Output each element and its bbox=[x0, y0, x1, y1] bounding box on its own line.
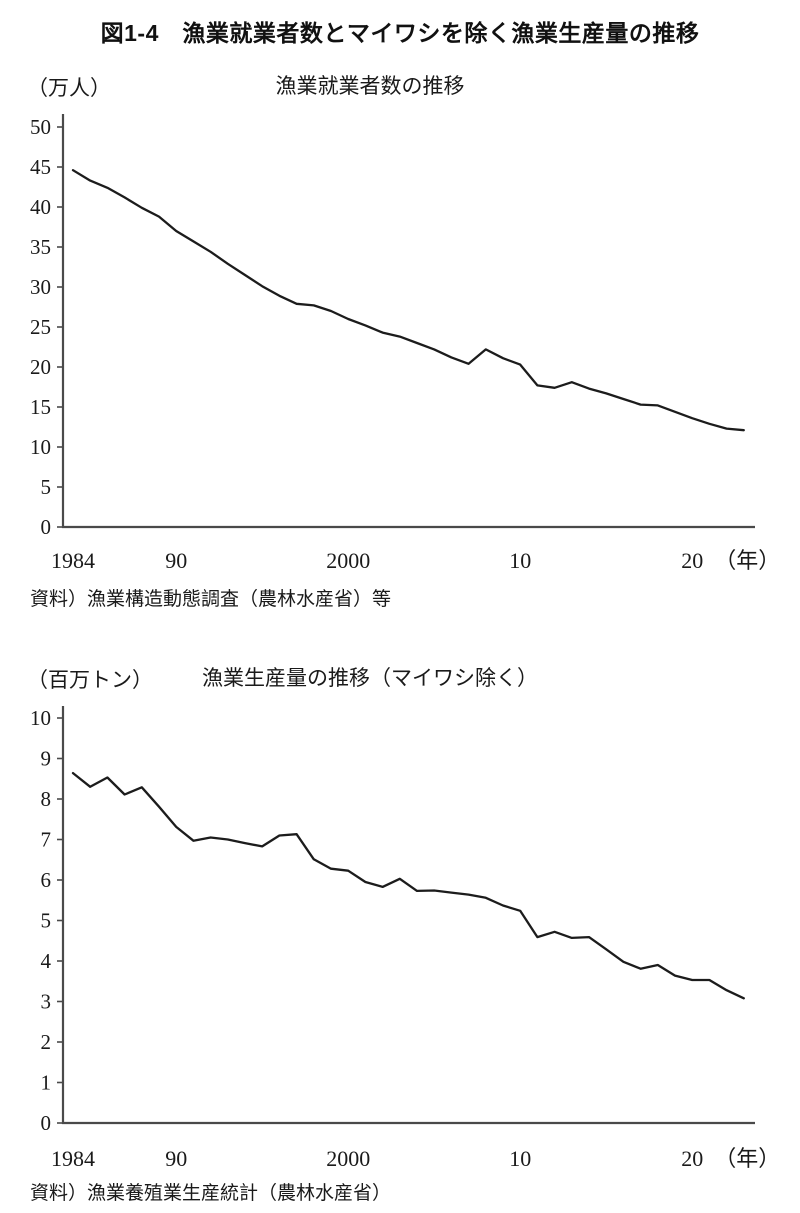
figure-title: 図1-4 漁業就業者数とマイワシを除く漁業生産量の推移 bbox=[100, 20, 700, 46]
x-tick-label-fishery-production-excl-sardine: 2000 bbox=[326, 1146, 370, 1171]
y-tick-label-fishery-production-excl-sardine: 6 bbox=[41, 868, 52, 892]
x-tick-label-fishery-workers: 1984 bbox=[51, 548, 95, 573]
y-tick-label-fishery-production-excl-sardine: 7 bbox=[41, 828, 52, 852]
y-tick-label-fishery-workers: 15 bbox=[30, 395, 51, 419]
y-axis-unit-label-workers: （万人） bbox=[27, 76, 111, 100]
y-tick-label-fishery-workers: 5 bbox=[41, 475, 52, 499]
y-tick-label-fishery-production-excl-sardine: 9 bbox=[41, 747, 52, 771]
y-tick-label-fishery-production-excl-sardine: 5 bbox=[41, 909, 52, 933]
axis-fishery-production-excl-sardine bbox=[61, 706, 755, 1125]
y-tick-label-fishery-production-excl-sardine: 2 bbox=[41, 1030, 52, 1054]
y-tick-label-fishery-workers: 35 bbox=[30, 235, 51, 259]
y-tick-label-fishery-production-excl-sardine: 1 bbox=[41, 1071, 52, 1095]
y-tick-label-fishery-production-excl-sardine: 4 bbox=[41, 949, 52, 973]
y-tick-label-fishery-production-excl-sardine: 0 bbox=[41, 1111, 52, 1135]
y-tick-label-fishery-workers: 50 bbox=[30, 115, 51, 139]
source-note-workers: 資料）漁業構造動態調査（農林水産省）等 bbox=[30, 589, 392, 610]
data-line-fishery-production-excl-sardine bbox=[71, 771, 745, 1000]
y-tick-label-fishery-workers: 40 bbox=[30, 195, 51, 219]
y-tick-label-fishery-production-excl-sardine: 10 bbox=[30, 706, 51, 730]
chart-title-production: 漁業生産量の推移（マイワシ除く） bbox=[202, 666, 538, 690]
y-tick-label-fishery-workers: 30 bbox=[30, 275, 51, 299]
x-tick-label-fishery-production-excl-sardine: 20 bbox=[681, 1146, 703, 1171]
x-tick-label-fishery-workers: 20 bbox=[681, 548, 703, 573]
axis-fishery-workers bbox=[61, 114, 755, 529]
x-tick-label-fishery-workers: 2000 bbox=[326, 548, 370, 573]
x-axis-year-suffix-fishery-production-excl-sardine: （年） bbox=[714, 1146, 780, 1171]
source-note-production: 資料）漁業養殖業生産統計（農林水産省） bbox=[30, 1183, 392, 1204]
data-line-fishery-workers bbox=[71, 169, 745, 432]
y-tick-label-fishery-workers: 25 bbox=[30, 315, 51, 339]
y-tick-label-fishery-production-excl-sardine: 8 bbox=[41, 787, 52, 811]
y-tick-label-fishery-workers: 0 bbox=[41, 515, 52, 539]
x-axis-year-suffix-fishery-workers: （年） bbox=[714, 548, 780, 573]
y-tick-label-fishery-workers: 10 bbox=[30, 435, 51, 459]
y-tick-label-fishery-workers: 20 bbox=[30, 355, 51, 379]
y-axis-unit-label-production: （百万トン） bbox=[27, 668, 153, 692]
x-tick-label-fishery-workers: 10 bbox=[509, 548, 531, 573]
x-tick-label-fishery-production-excl-sardine: 10 bbox=[509, 1146, 531, 1171]
y-tick-label-fishery-production-excl-sardine: 3 bbox=[41, 990, 52, 1014]
y-tick-label-fishery-workers: 45 bbox=[30, 155, 51, 179]
x-tick-label-fishery-workers: 90 bbox=[165, 548, 187, 573]
x-tick-label-fishery-production-excl-sardine: 90 bbox=[165, 1146, 187, 1171]
x-tick-label-fishery-production-excl-sardine: 1984 bbox=[51, 1146, 95, 1171]
chart-title-workers: 漁業就業者数の推移 bbox=[275, 74, 465, 98]
